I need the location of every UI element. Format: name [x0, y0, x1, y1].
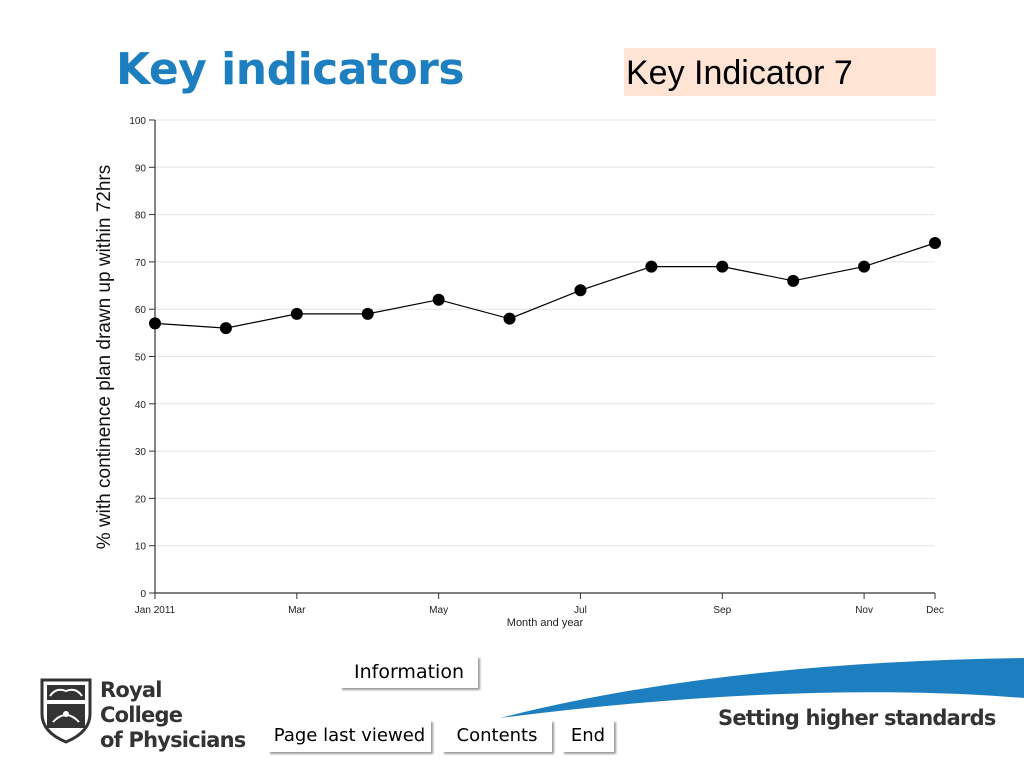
- x-tick-label: Nov: [855, 605, 873, 616]
- rcp-logo: Royal College of Physicians: [38, 674, 248, 752]
- logo-line-2: of Physicians: [100, 728, 246, 752]
- information-button[interactable]: Information: [340, 656, 478, 688]
- y-tick-label: 10: [135, 542, 147, 553]
- data-point-jun: [503, 312, 516, 325]
- x-tick-label: Jul: [574, 605, 587, 616]
- chart-gridlines: [155, 119, 935, 547]
- y-tick-label: 30: [135, 447, 147, 458]
- contents-button[interactable]: Contents: [442, 720, 552, 752]
- y-tick-label: 0: [140, 589, 146, 600]
- logo-text: Royal College of Physicians: [100, 678, 248, 753]
- y-tick-label: 40: [135, 400, 147, 411]
- data-point-mar: [290, 307, 303, 320]
- y-tick-label: 60: [135, 305, 147, 316]
- y-tick-label: 100: [129, 116, 146, 127]
- y-tick-label: 70: [135, 258, 147, 269]
- x-tick-label: Sep: [713, 605, 731, 616]
- end-button[interactable]: End: [562, 720, 614, 752]
- tagline: Setting higher standards: [718, 706, 996, 730]
- logo-line-1: Royal College: [100, 678, 183, 727]
- page-last-viewed-button[interactable]: Page last viewed: [268, 720, 431, 752]
- chart-series: [154, 242, 936, 329]
- crest-icon: [40, 678, 92, 744]
- chart-ticks: 0 10 20 30 40 50 60 70 80 90 100 Jan 2011 Mar May Jul S…: [129, 116, 944, 616]
- data-point-jan-2011: [149, 317, 161, 330]
- data-point-nov: [858, 260, 871, 273]
- key-indicator-badge: Key Indicator 7: [624, 48, 936, 96]
- slide-title: Key indicators: [116, 44, 465, 95]
- x-tick-label: Mar: [288, 605, 306, 616]
- data-point-sep: [716, 260, 729, 273]
- line-chart: 0 10 20 30 40 50 60 70 80 90 100 Jan 2011 Mar May Jul S…: [94, 116, 944, 629]
- decorative-swoosh: [500, 658, 1024, 718]
- y-tick-label: 90: [135, 163, 147, 174]
- y-tick-label: 50: [135, 353, 147, 364]
- y-tick-label: 80: [135, 211, 147, 222]
- x-axis-label: Month and year: [507, 617, 584, 629]
- x-tick-label: Jan 2011: [135, 605, 176, 616]
- data-point-aug: [645, 260, 658, 273]
- data-point-may: [432, 293, 445, 306]
- y-axis-label: % with continence plan drawn up within 7…: [94, 165, 115, 549]
- data-point-dec: [929, 236, 941, 249]
- data-point-oct: [787, 274, 800, 287]
- chart-points: [149, 236, 941, 335]
- y-tick-label: 20: [135, 494, 147, 505]
- x-tick-label: Dec: [926, 605, 944, 616]
- series-line-0: [154, 242, 936, 329]
- data-point-apr: [361, 307, 374, 320]
- x-tick-label: May: [429, 605, 448, 616]
- data-point-feb: [219, 322, 232, 335]
- data-point-jul: [574, 284, 587, 297]
